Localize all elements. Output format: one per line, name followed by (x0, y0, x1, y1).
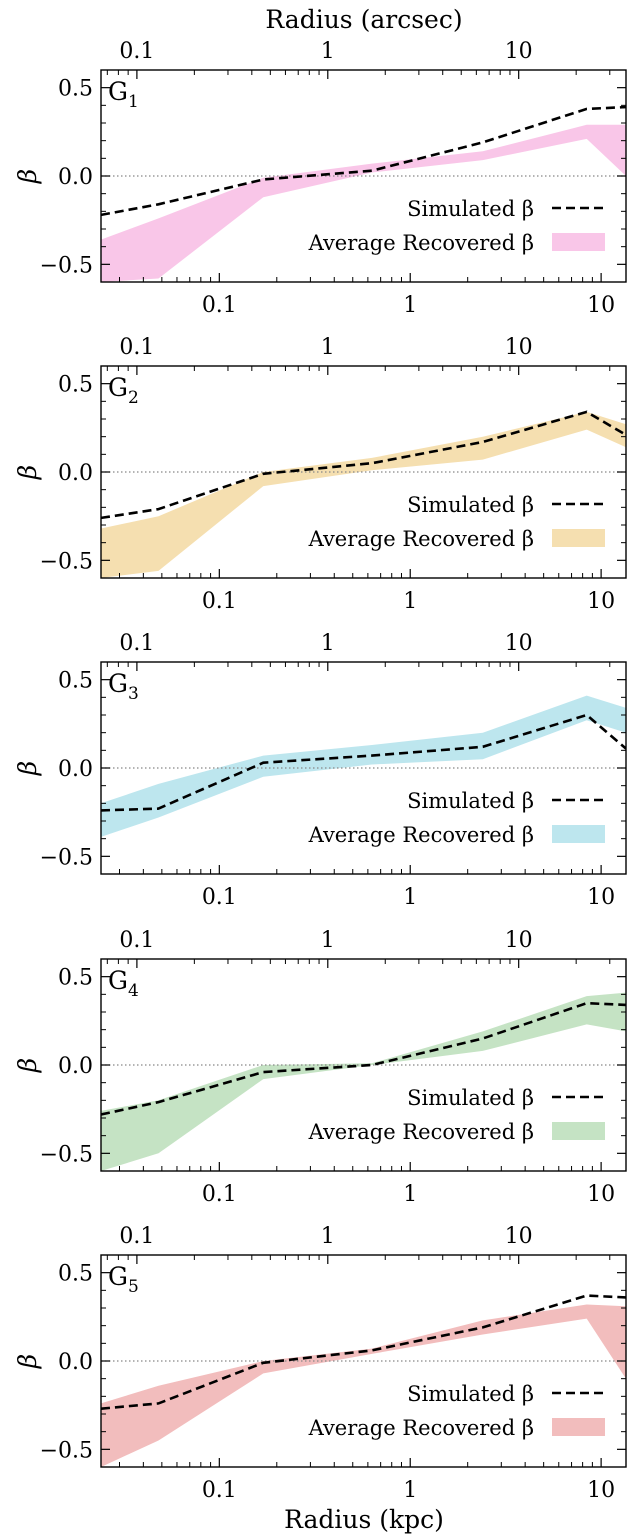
legend-swatch-recovered (552, 1418, 605, 1436)
x-tick-label: 1 (403, 293, 417, 318)
legend-label-recovered: Average Recovered β (308, 1416, 534, 1440)
x-tick-label: 10 (587, 1478, 615, 1503)
top-x-tick-label: 10 (505, 335, 533, 360)
top-x-tick-label: 1 (321, 928, 335, 953)
y-axis-label: β (13, 1354, 42, 1369)
legend-label-recovered: Average Recovered β (308, 231, 534, 255)
x-tick-label: 1 (403, 885, 417, 910)
top-axis-title: Radius (arcsec) (265, 5, 462, 34)
y-tick-label: 0.0 (58, 1350, 93, 1375)
recovered-beta-band (101, 412, 626, 578)
top-x-tick-label: 1 (321, 39, 335, 64)
recovered-beta-band (101, 1305, 626, 1468)
panel-label-subscript: 4 (128, 981, 139, 1001)
legend-label-recovered: Average Recovered β (308, 823, 534, 847)
x-tick-label: 10 (587, 589, 615, 614)
legend-label-recovered: Average Recovered β (308, 1120, 534, 1144)
panel-g5: 0.1 1 10 0.1 1 10 −0.5 0.0 0.5 β G5 Simulated β Aver… (13, 1224, 626, 1503)
x-tick-label: 0.1 (202, 1478, 237, 1503)
y-tick-label: 0.5 (58, 373, 93, 398)
simulated-beta-line (101, 107, 626, 215)
y-tick-label: −0.5 (40, 1142, 93, 1167)
top-x-tick-label: 0.1 (119, 1224, 154, 1249)
legend-label-simulated: Simulated β (407, 1382, 534, 1406)
x-tick-label: 1 (403, 1182, 417, 1207)
recovered-beta-band (101, 125, 626, 282)
y-tick-label: 0.0 (58, 165, 93, 190)
legend-label-simulated: Simulated β (407, 1086, 534, 1110)
top-x-tick-label: 1 (321, 335, 335, 360)
x-tick-label: 0.1 (202, 589, 237, 614)
x-tick-label: 0.1 (202, 293, 237, 318)
y-axis-label: β (13, 1058, 42, 1073)
panel-label: G5 (108, 1262, 139, 1297)
x-tick-label: 10 (587, 885, 615, 910)
panel-label-letter: G (108, 77, 128, 106)
panel-label: G1 (108, 77, 139, 112)
legend-swatch-recovered (552, 233, 605, 251)
y-tick-label: −0.5 (40, 253, 93, 278)
top-x-tick-label: 10 (505, 39, 533, 64)
panel-label-letter: G (108, 966, 128, 995)
panel-label: G4 (108, 966, 139, 1001)
x-tick-label: 1 (403, 589, 417, 614)
y-axis-label: β (13, 169, 42, 184)
top-x-tick-label: 1 (321, 631, 335, 656)
panel-label-letter: G (108, 669, 128, 698)
legend-swatch-recovered (552, 529, 605, 547)
panel-label-subscript: 3 (128, 684, 139, 704)
panel-label-subscript: 5 (128, 1277, 139, 1297)
panel-label: G3 (108, 669, 139, 704)
panel-label: G2 (108, 373, 139, 408)
legend-label-simulated: Simulated β (407, 493, 534, 517)
y-tick-label: 0.5 (58, 1262, 93, 1287)
panel-label-letter: G (108, 373, 128, 402)
legend-swatch-recovered (552, 825, 605, 843)
x-tick-label: 0.1 (202, 885, 237, 910)
panel-label-subscript: 1 (128, 92, 139, 112)
y-tick-label: −0.5 (40, 845, 93, 870)
x-tick-label: 10 (587, 1182, 615, 1207)
top-x-tick-label: 0.1 (119, 928, 154, 953)
y-axis-label: β (13, 465, 42, 480)
x-tick-label: 0.1 (202, 1182, 237, 1207)
panel-g4: 0.1 1 10 0.1 1 10 −0.5 0.0 0.5 β G4 Simulated β Aver… (13, 928, 626, 1207)
recovered-beta-band (101, 696, 626, 837)
legend-label-simulated: Simulated β (407, 789, 534, 813)
recovered-beta-band (101, 993, 626, 1171)
y-tick-label: −0.5 (40, 1438, 93, 1463)
y-tick-label: 0.5 (58, 77, 93, 102)
top-x-tick-label: 10 (505, 1224, 533, 1249)
top-x-tick-label: 1 (321, 1224, 335, 1249)
y-tick-label: 0.5 (58, 966, 93, 991)
legend-swatch-recovered (552, 1122, 605, 1140)
legend-label-simulated: Simulated β (407, 197, 534, 221)
top-x-tick-label: 0.1 (119, 335, 154, 360)
y-tick-label: 0.5 (58, 669, 93, 694)
y-axis-label: β (13, 761, 42, 776)
y-tick-label: 0.0 (58, 461, 93, 486)
y-tick-label: 0.0 (58, 757, 93, 782)
top-x-tick-label: 10 (505, 631, 533, 656)
y-tick-label: 0.0 (58, 1054, 93, 1079)
panel-g3: 0.1 1 10 0.1 1 10 −0.5 0.0 0.5 β G3 Simulated β Aver… (13, 631, 626, 910)
y-tick-label: −0.5 (40, 549, 93, 574)
legend-label-recovered: Average Recovered β (308, 527, 534, 551)
panel-label-letter: G (108, 1262, 128, 1291)
top-x-tick-label: 0.1 (119, 631, 154, 656)
x-tick-label: 10 (587, 293, 615, 318)
x-tick-label: 1 (403, 1478, 417, 1503)
top-x-tick-label: 10 (505, 928, 533, 953)
bottom-axis-title: Radius (kpc) (284, 1505, 444, 1534)
panel-label-subscript: 2 (128, 388, 139, 408)
panel-g2: 0.1 1 10 0.1 1 10 −0.5 0.0 0.5 β G2 Simulated β Aver… (13, 335, 626, 614)
top-x-tick-label: 0.1 (119, 39, 154, 64)
